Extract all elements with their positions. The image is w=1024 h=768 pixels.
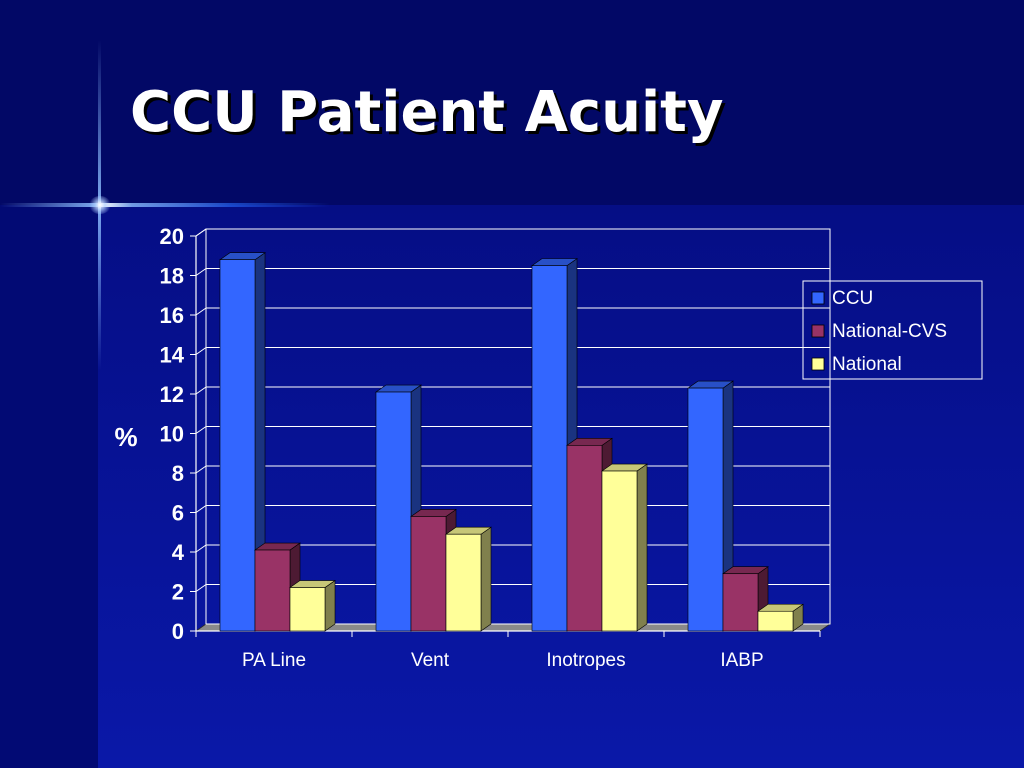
x-axis-ticks: PA Line Vent Inotropes IABP <box>195 631 821 671</box>
legend-swatch <box>811 357 825 371</box>
y-tick-label: 16 <box>160 303 184 328</box>
gridline-depth <box>195 307 207 316</box>
bar <box>445 526 492 632</box>
x-tick-label: PA Line <box>242 650 306 671</box>
x-tick-label: Vent <box>411 650 450 671</box>
gridline-depth <box>195 426 207 434</box>
background-band-left <box>0 205 98 768</box>
legend-box <box>802 280 983 380</box>
gridline-depth <box>195 465 207 474</box>
gridline-depth <box>195 505 207 513</box>
legend-label: National-CVS <box>832 321 947 342</box>
legend: CCU National-CVS National <box>802 280 983 380</box>
light-flare-horizontal <box>0 203 330 207</box>
background-band-top <box>0 0 1024 205</box>
bar <box>757 603 804 632</box>
y-tick-label: 12 <box>160 382 184 407</box>
light-flare-core <box>89 196 111 214</box>
gridline-depth <box>195 584 207 592</box>
bar <box>289 579 336 632</box>
y-tick-label: 8 <box>172 461 184 486</box>
y-tick-label: 2 <box>172 580 184 605</box>
y-tick-label: 10 <box>160 422 184 447</box>
bar <box>601 463 648 632</box>
x-tick-label: IABP <box>720 650 763 671</box>
y-tick-label: 6 <box>172 501 184 526</box>
legend-swatch <box>811 291 825 305</box>
gridline-depth <box>195 347 207 355</box>
gridline-depth <box>195 268 207 276</box>
y-tick-label: 18 <box>160 264 184 289</box>
gridline-depth <box>195 544 207 553</box>
bars <box>219 252 804 632</box>
y-axis-depth-top <box>195 228 207 237</box>
slide-title: CCU Patient Acuity <box>130 80 724 145</box>
bar <box>375 384 422 632</box>
legend-label: CCU <box>832 288 873 309</box>
grid-lines <box>195 228 830 592</box>
y-tick-label: 14 <box>160 343 185 368</box>
y-tick-label: 20 <box>160 224 184 249</box>
plot-back-wall <box>205 228 831 625</box>
y-axis-label: % <box>114 422 137 452</box>
y-axis-ticks: 0 2 4 6 8 10 12 14 16 18 20 <box>160 224 196 644</box>
y-tick-label: 0 <box>172 619 184 644</box>
legend-swatch <box>811 324 825 338</box>
x-tick-label: Inotropes <box>546 650 625 671</box>
y-tick-label: 4 <box>172 540 185 565</box>
legend-label: National <box>832 354 902 375</box>
gridline-depth <box>195 386 207 395</box>
